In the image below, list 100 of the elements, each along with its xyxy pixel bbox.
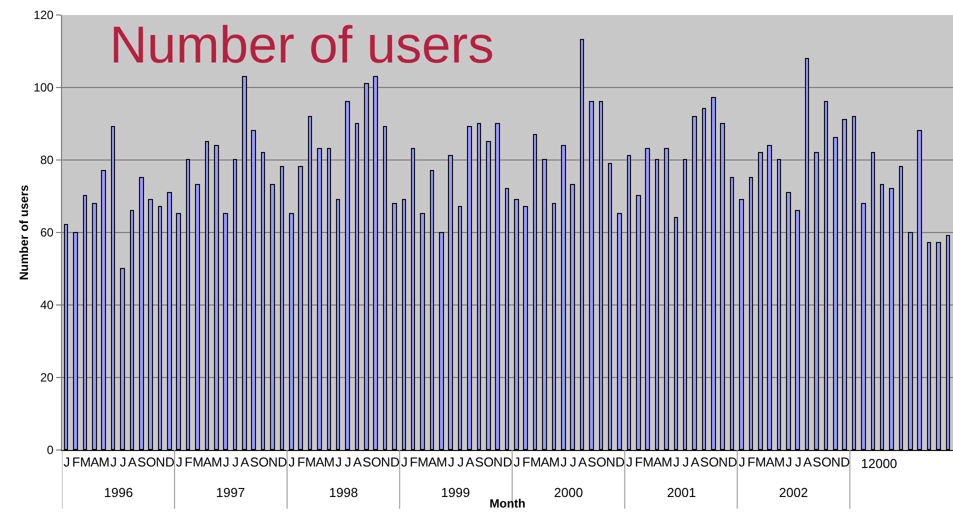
x-tick-label: A: [466, 454, 475, 470]
x-tick-label: A: [540, 454, 550, 470]
x-tick-label: M: [324, 454, 335, 470]
x-tick-label: J: [63, 454, 70, 470]
x-tick-label: N: [718, 454, 728, 470]
x-tick-label: A: [653, 454, 662, 470]
x-tick-label: O: [146, 454, 156, 470]
x-tick-label: A: [90, 454, 100, 470]
x-tick-label: A: [240, 454, 250, 470]
x-tick-label: M: [774, 454, 785, 470]
x-tick-label: J: [344, 454, 352, 470]
x-tick-label: A: [128, 454, 138, 470]
text: 2001: [667, 485, 696, 500]
x-tick-label: M: [418, 454, 429, 470]
x-tick-label: J: [786, 454, 792, 470]
x-tick-label: S: [588, 454, 597, 470]
x-tick-label: N: [156, 454, 166, 470]
x-tick-label: S: [362, 454, 372, 470]
x-tick-label: S: [812, 454, 822, 470]
x-tick-label: O: [258, 454, 269, 470]
x-tick-label: A: [803, 454, 812, 470]
x-tick-label: O: [371, 454, 382, 470]
x-tick-label: M: [530, 454, 542, 470]
x-tick-label: J: [401, 454, 408, 470]
x-tick-label: M: [662, 454, 672, 470]
chart-title: Number of users: [110, 16, 494, 75]
x-tick-label: S: [137, 454, 146, 470]
x-tick-label: J: [570, 454, 576, 470]
x-tick-label: F: [522, 454, 530, 470]
x-tick-label: F: [184, 454, 193, 470]
x-tick-label: O: [484, 454, 494, 470]
x-tick-label: J: [457, 454, 464, 470]
x-tick-label: J: [335, 454, 342, 470]
x-tick-label: J: [110, 454, 117, 470]
x-tick-label: S: [250, 454, 259, 470]
x-tick-label: N: [493, 454, 503, 470]
x-tick-label: A: [203, 454, 212, 470]
x-tick-label: A: [428, 454, 438, 470]
x-tick-label: J: [795, 454, 802, 470]
x-tick-label: J: [673, 454, 680, 470]
x-tick-label: F: [72, 454, 80, 470]
x-tick-label: J: [120, 454, 126, 470]
x-tick-label: J: [222, 454, 230, 470]
text: 12000: [861, 456, 898, 471]
y-tick-label: 80: [40, 153, 54, 168]
x-tick-label: J: [738, 454, 746, 470]
x-tick-label: A: [690, 454, 700, 470]
x-tick-label: A: [578, 454, 588, 470]
x-tick-label: A: [766, 454, 775, 470]
x-tick-label: M: [305, 454, 316, 470]
x-tick-label: J: [514, 454, 520, 470]
x-tick-label: N: [831, 454, 840, 470]
x-tick-label: J: [448, 454, 454, 470]
x-tick-label: O: [821, 454, 832, 470]
x-tick-label: N: [606, 454, 616, 470]
x-tick-label: M: [548, 454, 560, 470]
x-tick-label: A: [316, 454, 325, 470]
text: 1996: [104, 485, 133, 500]
x-tick-label: D: [278, 454, 288, 470]
x-tick-label: J: [560, 454, 568, 470]
x-tick-label: F: [634, 454, 643, 470]
x-tick-label: O: [708, 454, 719, 470]
y-tick-label: 120: [34, 8, 54, 22]
x-tick-label: J: [682, 454, 689, 470]
x-tick-label: M: [98, 454, 110, 470]
text: 1998: [329, 485, 358, 500]
x-tick-label: D: [840, 454, 850, 470]
x-tick-label: J: [176, 454, 182, 470]
x-tick-label: J: [626, 454, 633, 470]
x-tick-label: N: [268, 454, 278, 470]
y-tick-label: 20: [40, 370, 54, 385]
x-tick-label: M: [755, 454, 766, 470]
y-axis-title: Number of users: [17, 184, 31, 280]
y-tick-label: 0: [46, 443, 54, 458]
x-tick-label: A: [353, 454, 362, 470]
y-tick-label: 40: [40, 298, 54, 312]
x-tick-label: F: [410, 454, 418, 470]
x-tick-label: J: [232, 454, 239, 470]
x-tick-label: M: [211, 454, 222, 470]
x-tick-label: F: [747, 454, 756, 470]
x-tick-label: S: [475, 454, 484, 470]
x-tick-label: D: [728, 454, 738, 470]
x-tick-label: N: [380, 454, 390, 470]
x-tick-label: D: [615, 454, 625, 470]
x-tick-label: D: [390, 454, 400, 470]
x-tick-label: J: [288, 454, 296, 470]
y-tick-label: 60: [40, 226, 54, 240]
x-tick-label: M: [642, 454, 654, 470]
text: 1997: [216, 485, 245, 500]
x-tick-label: M: [80, 454, 91, 470]
x-axis-title: Month: [490, 496, 526, 510]
x-tick-label: M: [192, 454, 204, 470]
text: 1999: [441, 485, 470, 500]
text: 2000: [554, 485, 583, 500]
x-tick-label: D: [165, 454, 175, 470]
x-tick-label: D: [502, 454, 512, 470]
x-tick-label: M: [436, 454, 448, 470]
x-tick-label: O: [596, 454, 606, 470]
x-tick-label: F: [297, 454, 306, 470]
text: 2002: [779, 485, 808, 500]
